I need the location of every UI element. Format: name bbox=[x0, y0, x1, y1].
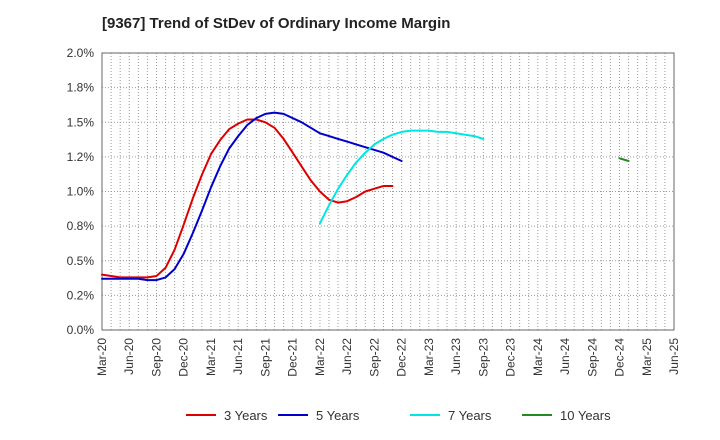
x-tick-label: Jun-24 bbox=[558, 338, 572, 375]
x-tick-label: Mar-20 bbox=[95, 338, 109, 376]
y-tick-label: 1.8% bbox=[67, 81, 95, 95]
x-tick-label: Jun-20 bbox=[122, 338, 136, 375]
series-line-10-years bbox=[618, 157, 630, 162]
plot-frame bbox=[101, 52, 675, 331]
x-tick-label: Dec-20 bbox=[177, 338, 191, 377]
x-tick-label: Jun-21 bbox=[231, 338, 245, 375]
series-lines bbox=[101, 111, 630, 282]
chart-title: [9367] Trend of StDev of Ordinary Income… bbox=[102, 15, 451, 32]
y-tick-label: 0.5% bbox=[67, 254, 95, 268]
x-tick-label: Sep-22 bbox=[367, 338, 381, 377]
legend-label: 10 Years bbox=[560, 408, 611, 423]
x-axis-ticks: Mar-20 Jun-20 Sep-20 Dec-20 Mar-21 Jun-21 Sep-… bbox=[95, 338, 681, 377]
series-line-3-years bbox=[101, 118, 394, 279]
x-tick-label: Mar-24 bbox=[531, 338, 545, 376]
legend-label: 7 Years bbox=[448, 408, 492, 423]
series-line-7-years bbox=[318, 129, 485, 225]
x-tick-label: Jun-25 bbox=[667, 338, 681, 375]
y-tick-label: 1.5% bbox=[67, 115, 95, 129]
series-line-5-years bbox=[101, 111, 403, 282]
legend-label: 5 Years bbox=[316, 408, 360, 423]
y-tick-label: 1.2% bbox=[67, 150, 95, 164]
y-tick-label: 0.2% bbox=[67, 288, 95, 302]
x-tick-label: Sep-20 bbox=[149, 338, 163, 377]
x-tick-label: Sep-21 bbox=[258, 338, 272, 377]
x-tick-label: Dec-23 bbox=[504, 338, 518, 377]
x-tick-label: Mar-25 bbox=[640, 338, 654, 376]
x-tick-label: Jun-23 bbox=[449, 338, 463, 375]
x-tick-label: Jun-22 bbox=[340, 338, 354, 375]
x-tick-label: Dec-22 bbox=[395, 338, 409, 377]
x-tick-label: Mar-21 bbox=[204, 338, 218, 376]
y-tick-label: 2.0% bbox=[67, 46, 95, 60]
y-tick-label: 0.8% bbox=[67, 219, 95, 233]
x-tick-label: Mar-23 bbox=[422, 338, 436, 376]
legend: 3 Years 5 Years 7 Years 10 Years bbox=[186, 408, 611, 423]
x-tick-label: Sep-23 bbox=[476, 338, 490, 377]
x-tick-label: Sep-24 bbox=[585, 338, 599, 377]
y-axis-ticks: 0.0% 0.2% 0.5% 0.8% 1.0% 1.2% 1.5% 1.8% 2.0% bbox=[67, 46, 95, 337]
x-tick-label: Dec-21 bbox=[286, 338, 300, 377]
y-tick-label: 1.0% bbox=[67, 185, 95, 199]
legend-label: 3 Years bbox=[224, 408, 268, 423]
x-tick-label: Mar-22 bbox=[313, 338, 327, 376]
x-tick-label: Dec-24 bbox=[613, 338, 627, 377]
y-tick-label: 0.0% bbox=[67, 323, 95, 337]
plot-border bbox=[101, 52, 675, 331]
grid-lines bbox=[101, 52, 675, 331]
